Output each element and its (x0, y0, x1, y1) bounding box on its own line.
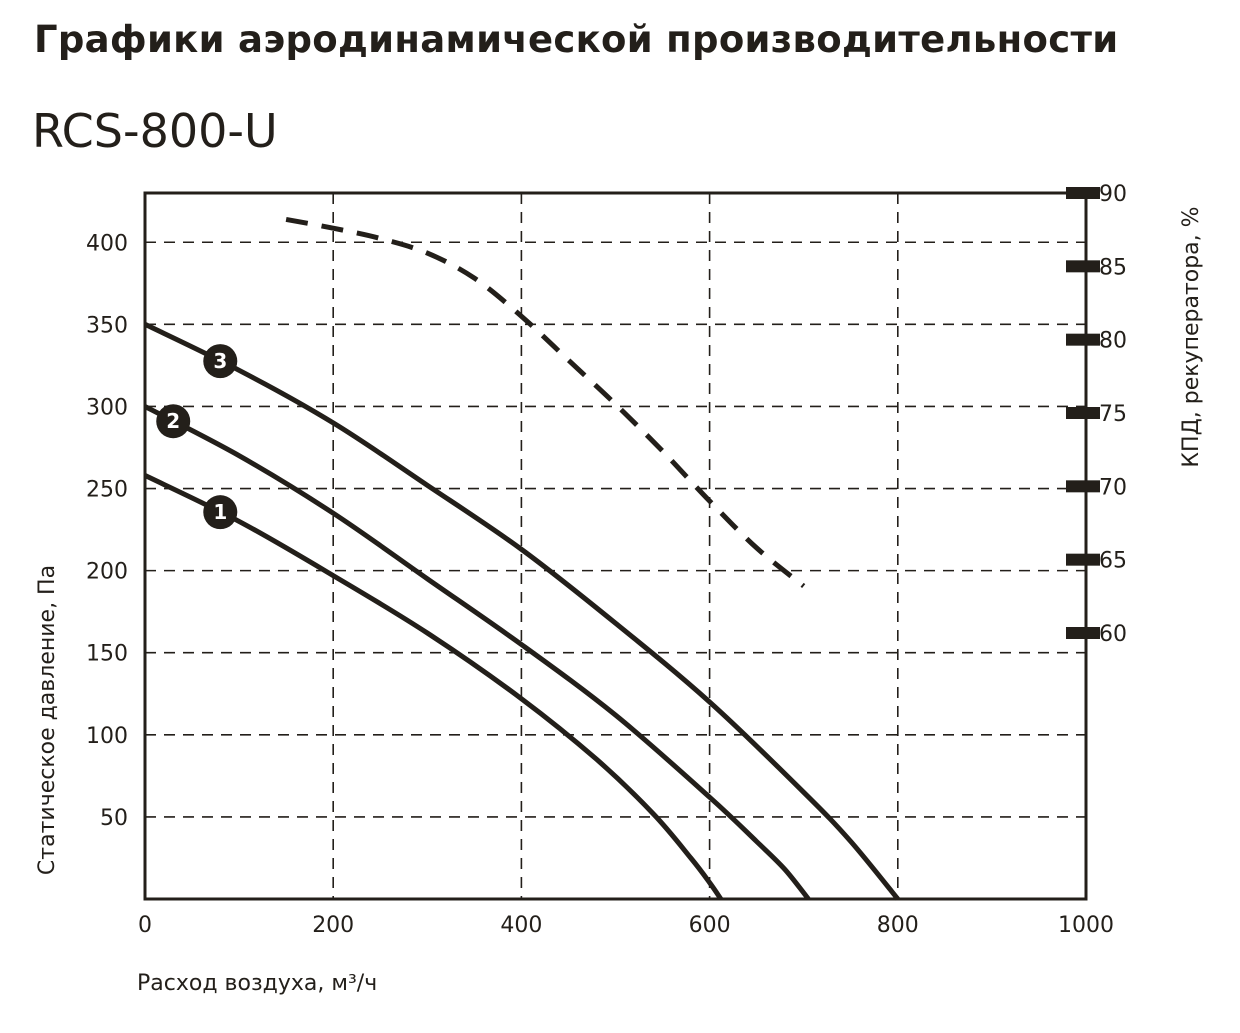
x-tick-label: 1000 (1058, 913, 1114, 938)
efficiency-curve (285, 216, 806, 589)
y-tick-label: 50 (100, 806, 128, 831)
y-axis-label: Статическое давление, Па (35, 565, 60, 875)
y-tick-label: 300 (86, 395, 128, 420)
series-marker-label: 1 (213, 500, 227, 524)
y2-tick-label: 65 (1099, 549, 1127, 574)
tick-labels: 0 200 400 600 800 1000 50 100 150 200 250 300 350 400 (86, 231, 1114, 938)
y2-tick-mark (1066, 480, 1100, 493)
y2-tick-label: 85 (1099, 255, 1127, 280)
series-marker (156, 404, 191, 439)
y2-tick-mark (1066, 260, 1100, 273)
y-tick-label: 100 (86, 724, 128, 749)
series-marker (203, 344, 238, 379)
pressure-curve-1 (143, 473, 723, 901)
y2-tick-mark (1066, 407, 1100, 419)
x-tick-label: 200 (312, 913, 354, 938)
pressure-curve-3 (143, 322, 900, 901)
series-marker (203, 495, 238, 530)
y2-axis-label: КПД, рекуператора, % (1179, 206, 1204, 467)
y2-tick-mark (1066, 553, 1100, 566)
y2-tick-label: 60 (1099, 622, 1127, 647)
x-axis-label: Расход воздуха, м³/ч (137, 971, 377, 996)
efficiency-axis: 60 65 70 75 80 85 90 (1066, 182, 1127, 647)
page-title: Графики аэродинамической производительно… (34, 18, 1119, 61)
series-markers: 1 2 3 (156, 344, 238, 530)
y2-tick-label: 70 (1099, 475, 1127, 500)
series-marker-label: 3 (213, 349, 227, 373)
y2-tick-mark (1066, 187, 1100, 199)
y2-tick-label: 90 (1099, 182, 1127, 207)
x-tick-label: 400 (500, 913, 542, 938)
y-tick-label: 150 (86, 642, 128, 667)
x-tick-label: 600 (689, 913, 731, 938)
model-title: RCS-800-U (32, 104, 278, 158)
y-tick-label: 400 (86, 231, 128, 256)
y-tick-label: 250 (86, 478, 128, 503)
y2-tick-label: 80 (1099, 329, 1127, 354)
y2-tick-mark (1066, 627, 1100, 639)
y2-tick-mark (1066, 333, 1100, 346)
grid-lines (145, 193, 1086, 899)
x-tick-label: 0 (138, 913, 152, 938)
y-tick-label: 350 (86, 313, 128, 338)
series-lines (143, 216, 900, 901)
plot-frame (143, 191, 1088, 901)
series-marker-label: 2 (166, 409, 180, 433)
pressure-curve-2 (143, 404, 811, 901)
x-tick-label: 800 (877, 913, 919, 938)
y2-tick-label: 75 (1099, 402, 1127, 427)
y-tick-label: 200 (86, 560, 128, 585)
